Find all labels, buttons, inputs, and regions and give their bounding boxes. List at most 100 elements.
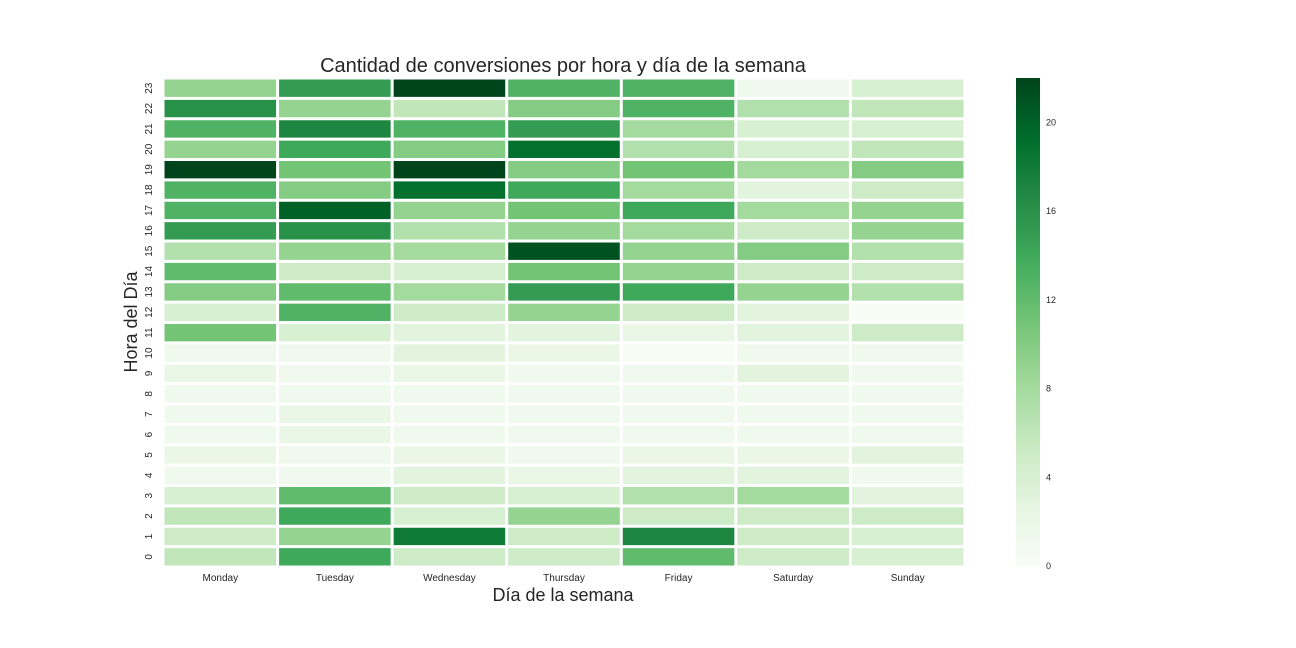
heatmap-cell-2-sunday bbox=[851, 507, 964, 525]
heatmap-cell-22-wednesday bbox=[393, 99, 506, 118]
heatmap-cell-9-monday bbox=[164, 364, 277, 383]
heatmap-cell-15-saturday bbox=[737, 242, 849, 260]
colorbar-tick-label: 12 bbox=[1046, 295, 1056, 305]
heatmap-cell-5-monday bbox=[164, 446, 277, 464]
heatmap-cell-17-saturday bbox=[737, 201, 849, 220]
colorbar-tick-label: 8 bbox=[1046, 384, 1051, 394]
heatmap-cell-10-tuesday bbox=[279, 344, 391, 362]
heatmap-cell-21-friday bbox=[622, 120, 735, 138]
heatmap-cell-6-friday bbox=[622, 425, 735, 444]
heatmap-cell-0-friday bbox=[622, 548, 735, 566]
heatmap-cell-20-tuesday bbox=[279, 140, 391, 159]
heatmap-cell-10-friday bbox=[622, 344, 735, 362]
heatmap-cell-18-monday bbox=[164, 181, 277, 199]
heatmap-cell-5-friday bbox=[622, 446, 735, 464]
heatmap-cell-6-tuesday bbox=[279, 425, 391, 444]
heatmap-cell-4-thursday bbox=[508, 466, 620, 485]
heatmap-cell-5-tuesday bbox=[279, 446, 391, 464]
heatmap-cell-2-wednesday bbox=[393, 507, 506, 525]
heatmap-cell-22-sunday bbox=[851, 99, 964, 118]
heatmap-cell-12-thursday bbox=[508, 303, 620, 322]
heatmap-cell-9-saturday bbox=[737, 364, 849, 383]
heatmap-cell-8-thursday bbox=[508, 385, 620, 403]
heatmap-cell-0-saturday bbox=[737, 548, 849, 566]
heatmap-cell-12-saturday bbox=[737, 303, 849, 322]
heatmap-cell-15-monday bbox=[164, 242, 277, 260]
heatmap-cell-10-monday bbox=[164, 344, 277, 362]
heatmap-cell-1-sunday bbox=[851, 527, 964, 546]
y-tick-label: 16 bbox=[144, 225, 155, 237]
heatmap-cell-2-friday bbox=[622, 507, 735, 525]
heatmap-cell-16-thursday bbox=[508, 222, 620, 240]
heatmap-cell-9-tuesday bbox=[279, 364, 391, 383]
heatmap-cell-16-sunday bbox=[851, 222, 964, 240]
y-tick-label: 0 bbox=[144, 554, 155, 560]
heatmap-cell-3-monday bbox=[164, 487, 277, 505]
heatmap-cell-5-sunday bbox=[851, 446, 964, 464]
heatmap-cell-16-wednesday bbox=[393, 222, 506, 240]
heatmap-cell-1-tuesday bbox=[279, 527, 391, 546]
heatmap-cell-15-wednesday bbox=[393, 242, 506, 260]
colorbar-tick-label: 20 bbox=[1046, 117, 1056, 127]
y-tick-label: 10 bbox=[144, 347, 155, 359]
x-axis-label: Día de la semana bbox=[492, 585, 634, 605]
heatmap-cell-10-wednesday bbox=[393, 344, 506, 362]
heatmap-cell-18-friday bbox=[622, 181, 735, 199]
heatmap-cell-21-sunday bbox=[851, 120, 964, 138]
heatmap-cell-21-tuesday bbox=[279, 120, 391, 138]
heatmap-cell-23-tuesday bbox=[279, 79, 391, 97]
y-tick-label: 1 bbox=[144, 533, 155, 539]
heatmap-cell-11-monday bbox=[164, 324, 277, 342]
heatmap-cell-17-friday bbox=[622, 201, 735, 220]
heatmap-cell-9-wednesday bbox=[393, 364, 506, 383]
y-tick-label: 2 bbox=[144, 513, 155, 519]
heatmap-cell-4-sunday bbox=[851, 466, 964, 485]
heatmap-cell-9-friday bbox=[622, 364, 735, 383]
heatmap-cell-22-monday bbox=[164, 99, 277, 118]
colorbar-ticks: 0 4 8 12 16 20 bbox=[1046, 117, 1056, 571]
heatmap-cell-19-saturday bbox=[737, 161, 849, 179]
colorbar-tick-label: 4 bbox=[1046, 472, 1051, 482]
y-tick-label: 18 bbox=[144, 184, 155, 196]
heatmap-cell-8-monday bbox=[164, 385, 277, 403]
heatmap-cell-14-tuesday bbox=[279, 262, 391, 281]
heatmap-cell-4-saturday bbox=[737, 466, 849, 485]
heatmap-cell-10-thursday bbox=[508, 344, 620, 362]
heatmap-cell-9-sunday bbox=[851, 364, 964, 383]
heatmap-cell-21-wednesday bbox=[393, 120, 506, 138]
heatmap-cell-11-wednesday bbox=[393, 324, 506, 342]
heatmap-cell-15-sunday bbox=[851, 242, 964, 260]
heatmap-cell-13-saturday bbox=[737, 283, 849, 301]
heatmap-cell-6-sunday bbox=[851, 425, 964, 444]
y-tick-label: 4 bbox=[144, 472, 155, 478]
heatmap-cell-23-wednesday bbox=[393, 79, 506, 97]
heatmap-cell-8-friday bbox=[622, 385, 735, 403]
heatmap-cell-13-sunday bbox=[851, 283, 964, 301]
heatmap-cell-14-friday bbox=[622, 262, 735, 281]
heatmap-cell-13-friday bbox=[622, 283, 735, 301]
x-tick-label: Sunday bbox=[891, 573, 925, 584]
heatmap-cell-1-friday bbox=[622, 527, 735, 546]
heatmap-cell-8-tuesday bbox=[279, 385, 391, 403]
heatmap-cell-20-wednesday bbox=[393, 140, 506, 159]
x-tick-label: Thursday bbox=[543, 573, 585, 584]
heatmap-cell-21-thursday bbox=[508, 120, 620, 138]
heatmap-cell-19-tuesday bbox=[279, 161, 391, 179]
heatmap-cell-15-tuesday bbox=[279, 242, 391, 260]
heatmap-cell-23-monday bbox=[164, 79, 277, 97]
heatmap-cell-10-saturday bbox=[737, 344, 849, 362]
heatmap-cell-13-monday bbox=[164, 283, 277, 301]
heatmap-cell-5-wednesday bbox=[393, 446, 506, 464]
heatmap-cell-19-monday bbox=[164, 161, 277, 179]
heatmap-cell-3-sunday bbox=[851, 487, 964, 505]
heatmap-cell-1-saturday bbox=[737, 527, 849, 546]
heatmap-cell-23-thursday bbox=[508, 79, 620, 97]
heatmap-cell-2-monday bbox=[164, 507, 277, 525]
heatmap-cell-6-saturday bbox=[737, 425, 849, 444]
y-tick-label: 20 bbox=[144, 143, 155, 155]
heatmap-cell-13-wednesday bbox=[393, 283, 506, 301]
y-tick-label: 8 bbox=[144, 391, 155, 397]
heatmap-cell-15-thursday bbox=[508, 242, 620, 260]
heatmap-cell-4-monday bbox=[164, 466, 277, 485]
y-tick-label: 17 bbox=[144, 204, 155, 216]
